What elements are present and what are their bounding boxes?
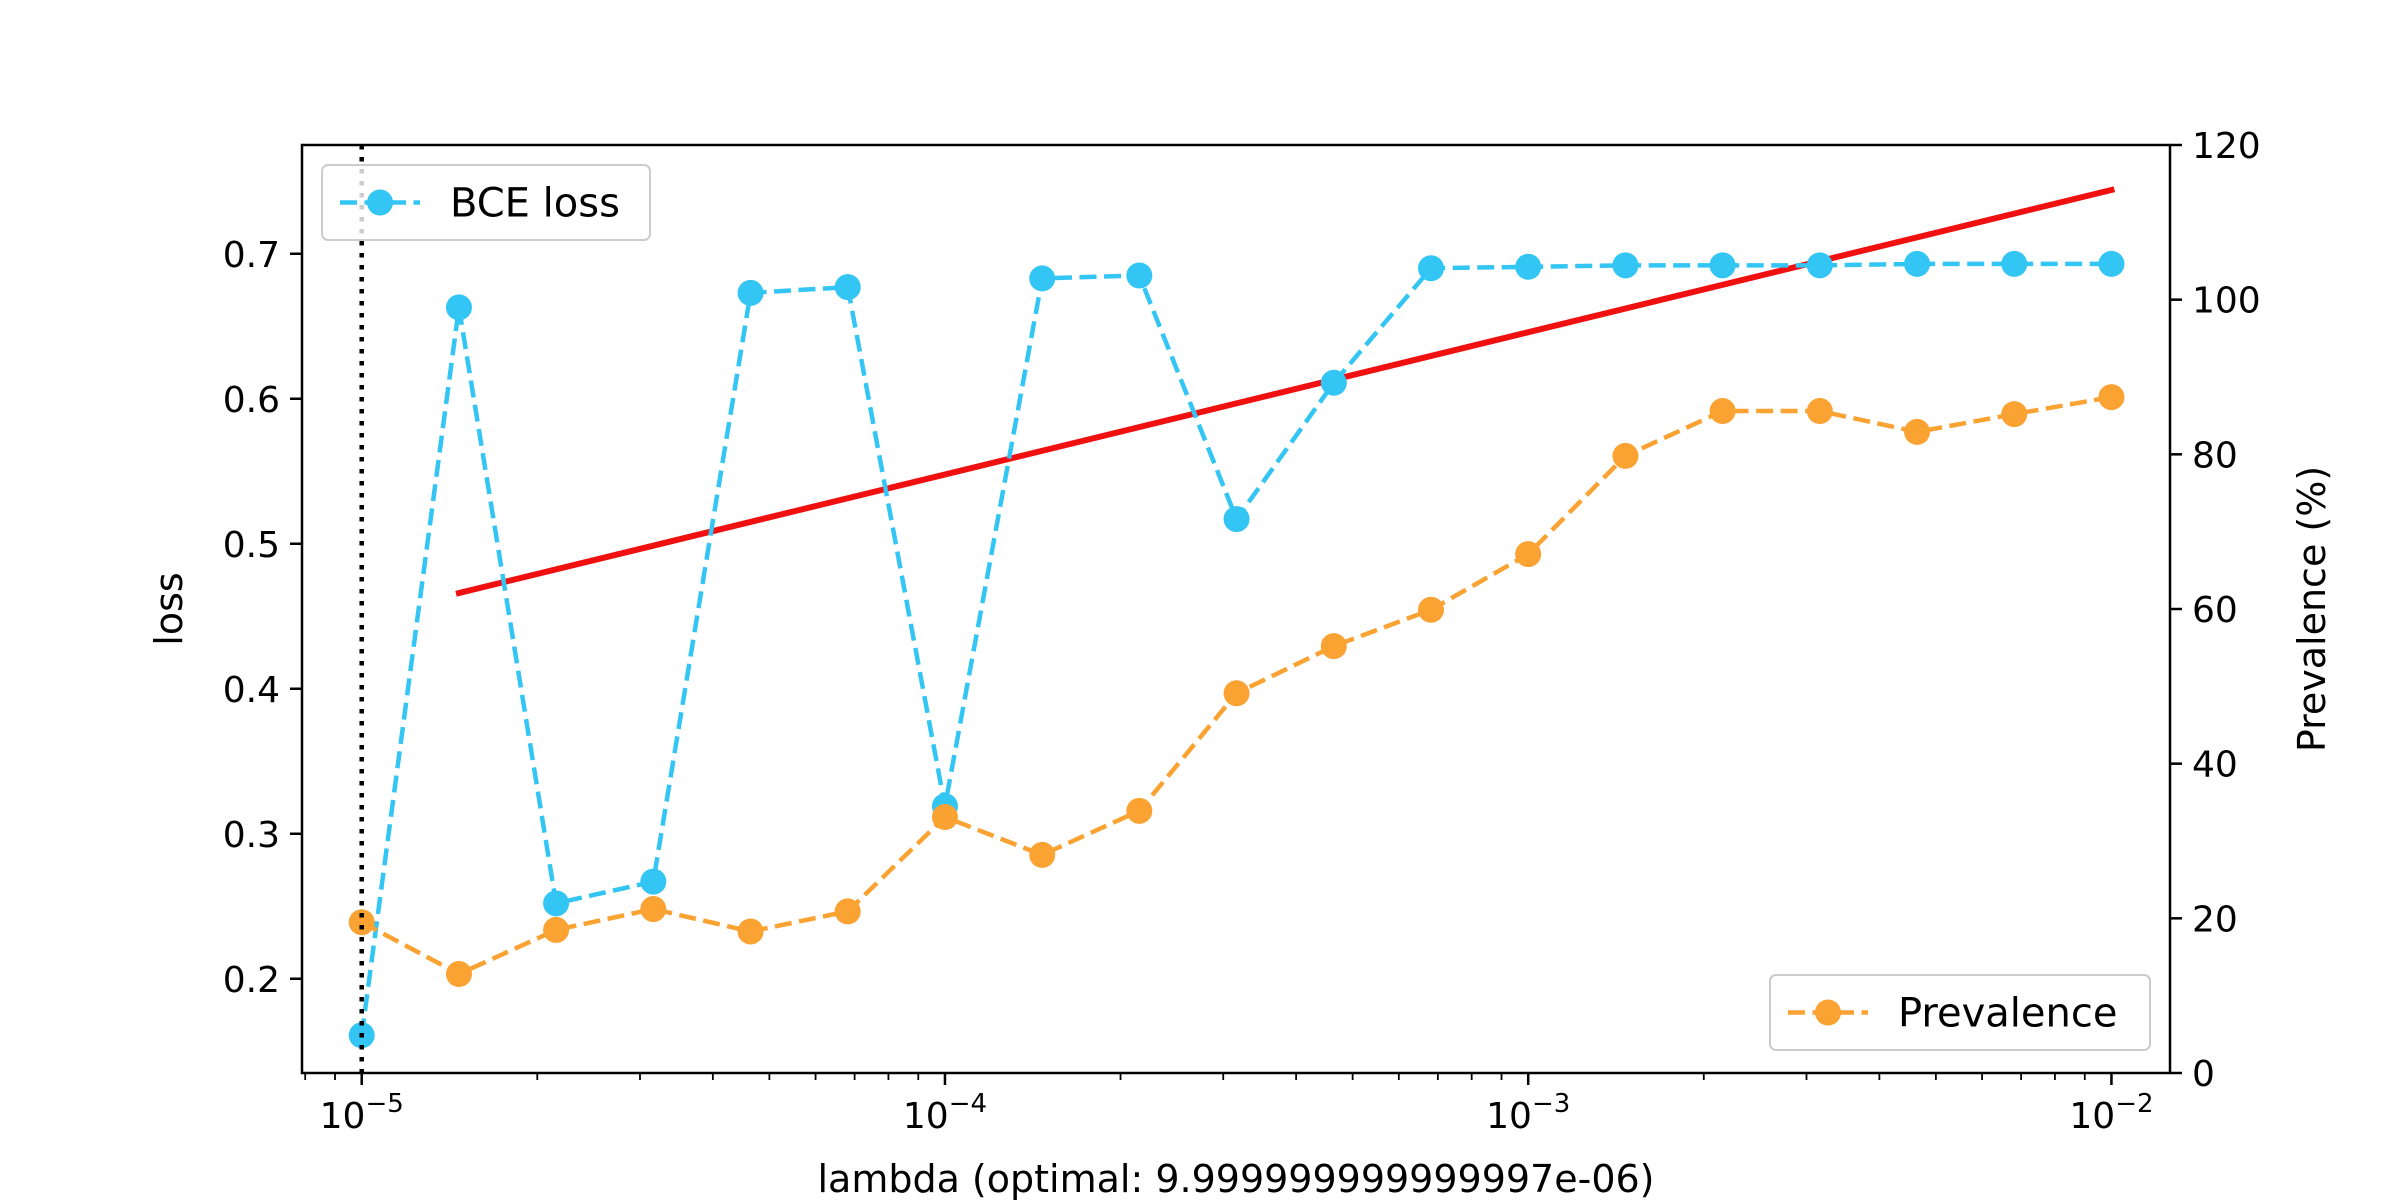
y-right-tick-label: 20 <box>2192 899 2238 940</box>
data-point-prevalence <box>1320 633 1347 660</box>
data-point-bce-loss <box>445 294 472 321</box>
x-tick-label: 10−2 <box>2069 1089 2153 1137</box>
data-point-bce-loss <box>1418 255 1445 282</box>
y-right-tick-label: 0 <box>2192 1054 2215 1095</box>
y-left-tick-label: 0.3 <box>223 815 280 856</box>
y-right-tick-label: 80 <box>2192 435 2238 476</box>
data-point-bce-loss <box>1612 252 1639 279</box>
data-point-prevalence <box>1806 398 1833 425</box>
data-point-prevalence <box>640 896 667 923</box>
data-point-bce-loss <box>834 274 861 301</box>
data-point-bce-loss <box>2098 250 2125 277</box>
legend-bce-loss-label: BCE loss <box>450 181 620 227</box>
y-right-tick-label: 40 <box>2192 745 2238 786</box>
data-point-bce-loss <box>1223 506 1250 533</box>
legend-prevalence: Prevalence <box>1769 974 2151 1051</box>
data-point-bce-loss <box>1904 250 1931 277</box>
axes-layer: 10−5 10−4 10−3 10−2 0.2 0.3 0.4 0.5 0.6 0.7 0 20 40 6… <box>223 126 2261 1137</box>
plot-background <box>302 145 2170 1073</box>
series-layer <box>348 250 2125 1049</box>
data-point-prevalence <box>1904 418 1931 445</box>
data-point-prevalence <box>834 898 861 925</box>
data-point-prevalence <box>1418 596 1445 623</box>
y-right-tick-label: 120 <box>2192 126 2261 167</box>
legend-prevalence-frame <box>1769 974 2151 1051</box>
legend-bce-loss: BCE loss <box>321 164 651 241</box>
data-point-bce-loss <box>1709 252 1736 279</box>
data-point-prevalence <box>1029 841 1056 868</box>
y-left-tick-label: 0.7 <box>223 235 280 276</box>
data-point-bce-loss <box>2001 250 2028 277</box>
data-point-prevalence <box>2001 401 2028 428</box>
data-point-bce-loss <box>543 890 570 917</box>
data-point-bce-loss <box>1806 252 1833 279</box>
y-axis-left-label: loss <box>147 572 191 645</box>
x-tick-label: 10−5 <box>320 1089 404 1137</box>
x-tick-label: 10−4 <box>903 1089 987 1137</box>
plot-area <box>302 145 2170 1073</box>
data-point-prevalence <box>2098 384 2125 411</box>
data-point-prevalence <box>737 918 764 945</box>
data-point-bce-loss <box>737 279 764 306</box>
legend-prevalence-label: Prevalence <box>1898 991 2117 1037</box>
data-point-bce-loss <box>640 868 667 895</box>
y-right-tick-label: 60 <box>2192 590 2238 631</box>
data-point-bce-loss <box>1515 253 1542 280</box>
y-right-tick-label: 100 <box>2192 281 2261 322</box>
y-left-tick-label: 0.4 <box>223 670 280 711</box>
data-point-bce-loss <box>1029 265 1056 292</box>
y-left-tick-label: 0.5 <box>223 525 280 566</box>
data-point-prevalence <box>1223 680 1250 707</box>
y-left-tick-label: 0.2 <box>223 960 280 1001</box>
data-point-prevalence <box>931 804 958 831</box>
trend-line <box>455 186 2116 597</box>
x-axis-label: lambda (optimal: 9.999999999999997e-06) <box>817 1157 1654 1200</box>
legend-layer: BCE loss Prevalence <box>321 164 2151 1051</box>
data-point-prevalence <box>1515 541 1542 568</box>
data-point-prevalence <box>1709 398 1736 425</box>
legend-bce-loss-frame <box>321 164 651 241</box>
data-point-prevalence <box>1126 797 1153 824</box>
y-axis-right-label: Prevalence (%) <box>2290 466 2334 752</box>
data-point-prevalence <box>445 961 472 988</box>
x-tick-label: 10−3 <box>1486 1089 1570 1137</box>
data-point-bce-loss <box>1126 262 1153 289</box>
legend-prevalence-marker-sample <box>1815 999 1841 1026</box>
data-point-prevalence <box>543 916 570 943</box>
data-point-prevalence <box>1612 442 1639 469</box>
trend-line-layer <box>455 186 2116 597</box>
data-point-bce-loss <box>1320 369 1347 396</box>
y-left-tick-label: 0.6 <box>223 380 280 421</box>
data-point-prevalence <box>348 909 375 936</box>
legend-bce-loss-marker-sample <box>367 189 393 216</box>
